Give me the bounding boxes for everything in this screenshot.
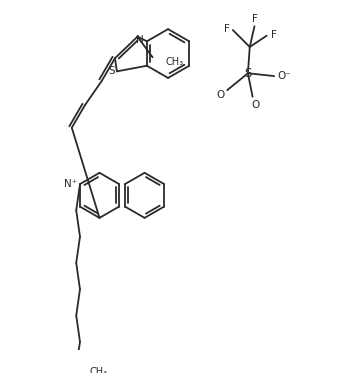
Text: F: F — [252, 14, 258, 24]
Text: O: O — [217, 90, 225, 100]
Text: CH₃: CH₃ — [166, 57, 184, 67]
Text: O⁻: O⁻ — [277, 71, 291, 81]
Text: S: S — [108, 66, 115, 76]
Text: CH₃: CH₃ — [89, 367, 107, 373]
Text: N: N — [136, 35, 143, 46]
Text: F: F — [224, 24, 230, 34]
Text: S: S — [244, 67, 251, 80]
Text: F: F — [271, 30, 277, 40]
Text: N⁺: N⁺ — [64, 179, 77, 189]
Text: O: O — [251, 100, 260, 110]
